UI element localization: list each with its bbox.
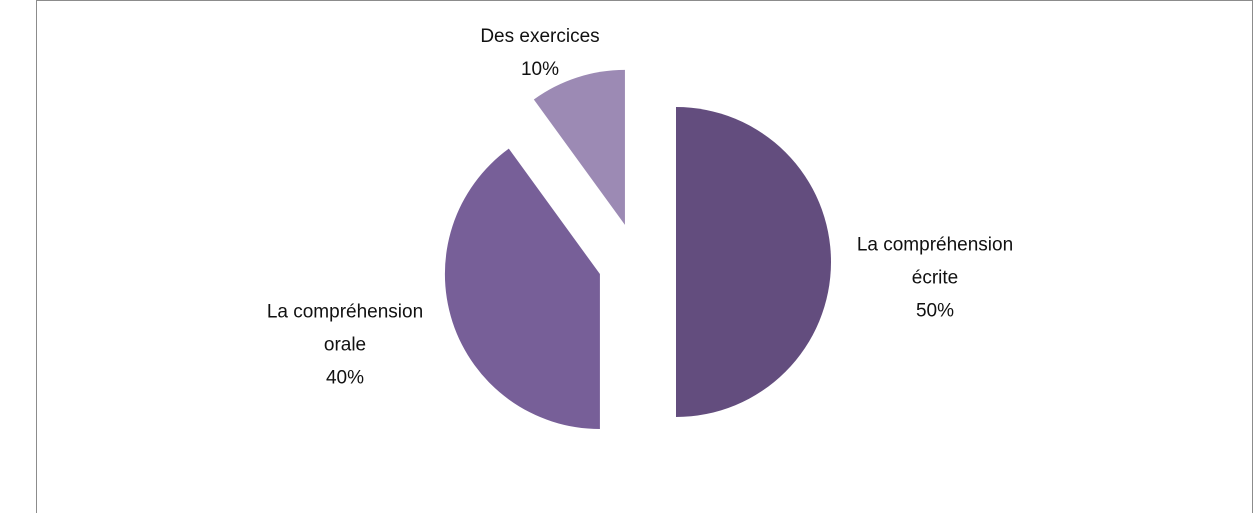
slice-label: La compréhension orale 40% <box>245 296 445 395</box>
chart-border <box>36 0 1253 513</box>
category-label: La compréhension écrite <box>856 234 1014 289</box>
pie-slice <box>533 69 625 225</box>
category-label: Des exercices <box>480 26 600 47</box>
category-label: La compréhension orale <box>266 301 424 356</box>
value-label: 50% <box>915 300 955 322</box>
slice-label: La compréhension écrite 50% <box>835 229 1035 328</box>
pie-slice <box>444 148 600 430</box>
value-label: 40% <box>325 367 365 389</box>
value-label: 10% <box>520 59 560 80</box>
slice-label: Des exercices 10% <box>440 20 640 86</box>
pie-slice <box>676 107 831 417</box>
